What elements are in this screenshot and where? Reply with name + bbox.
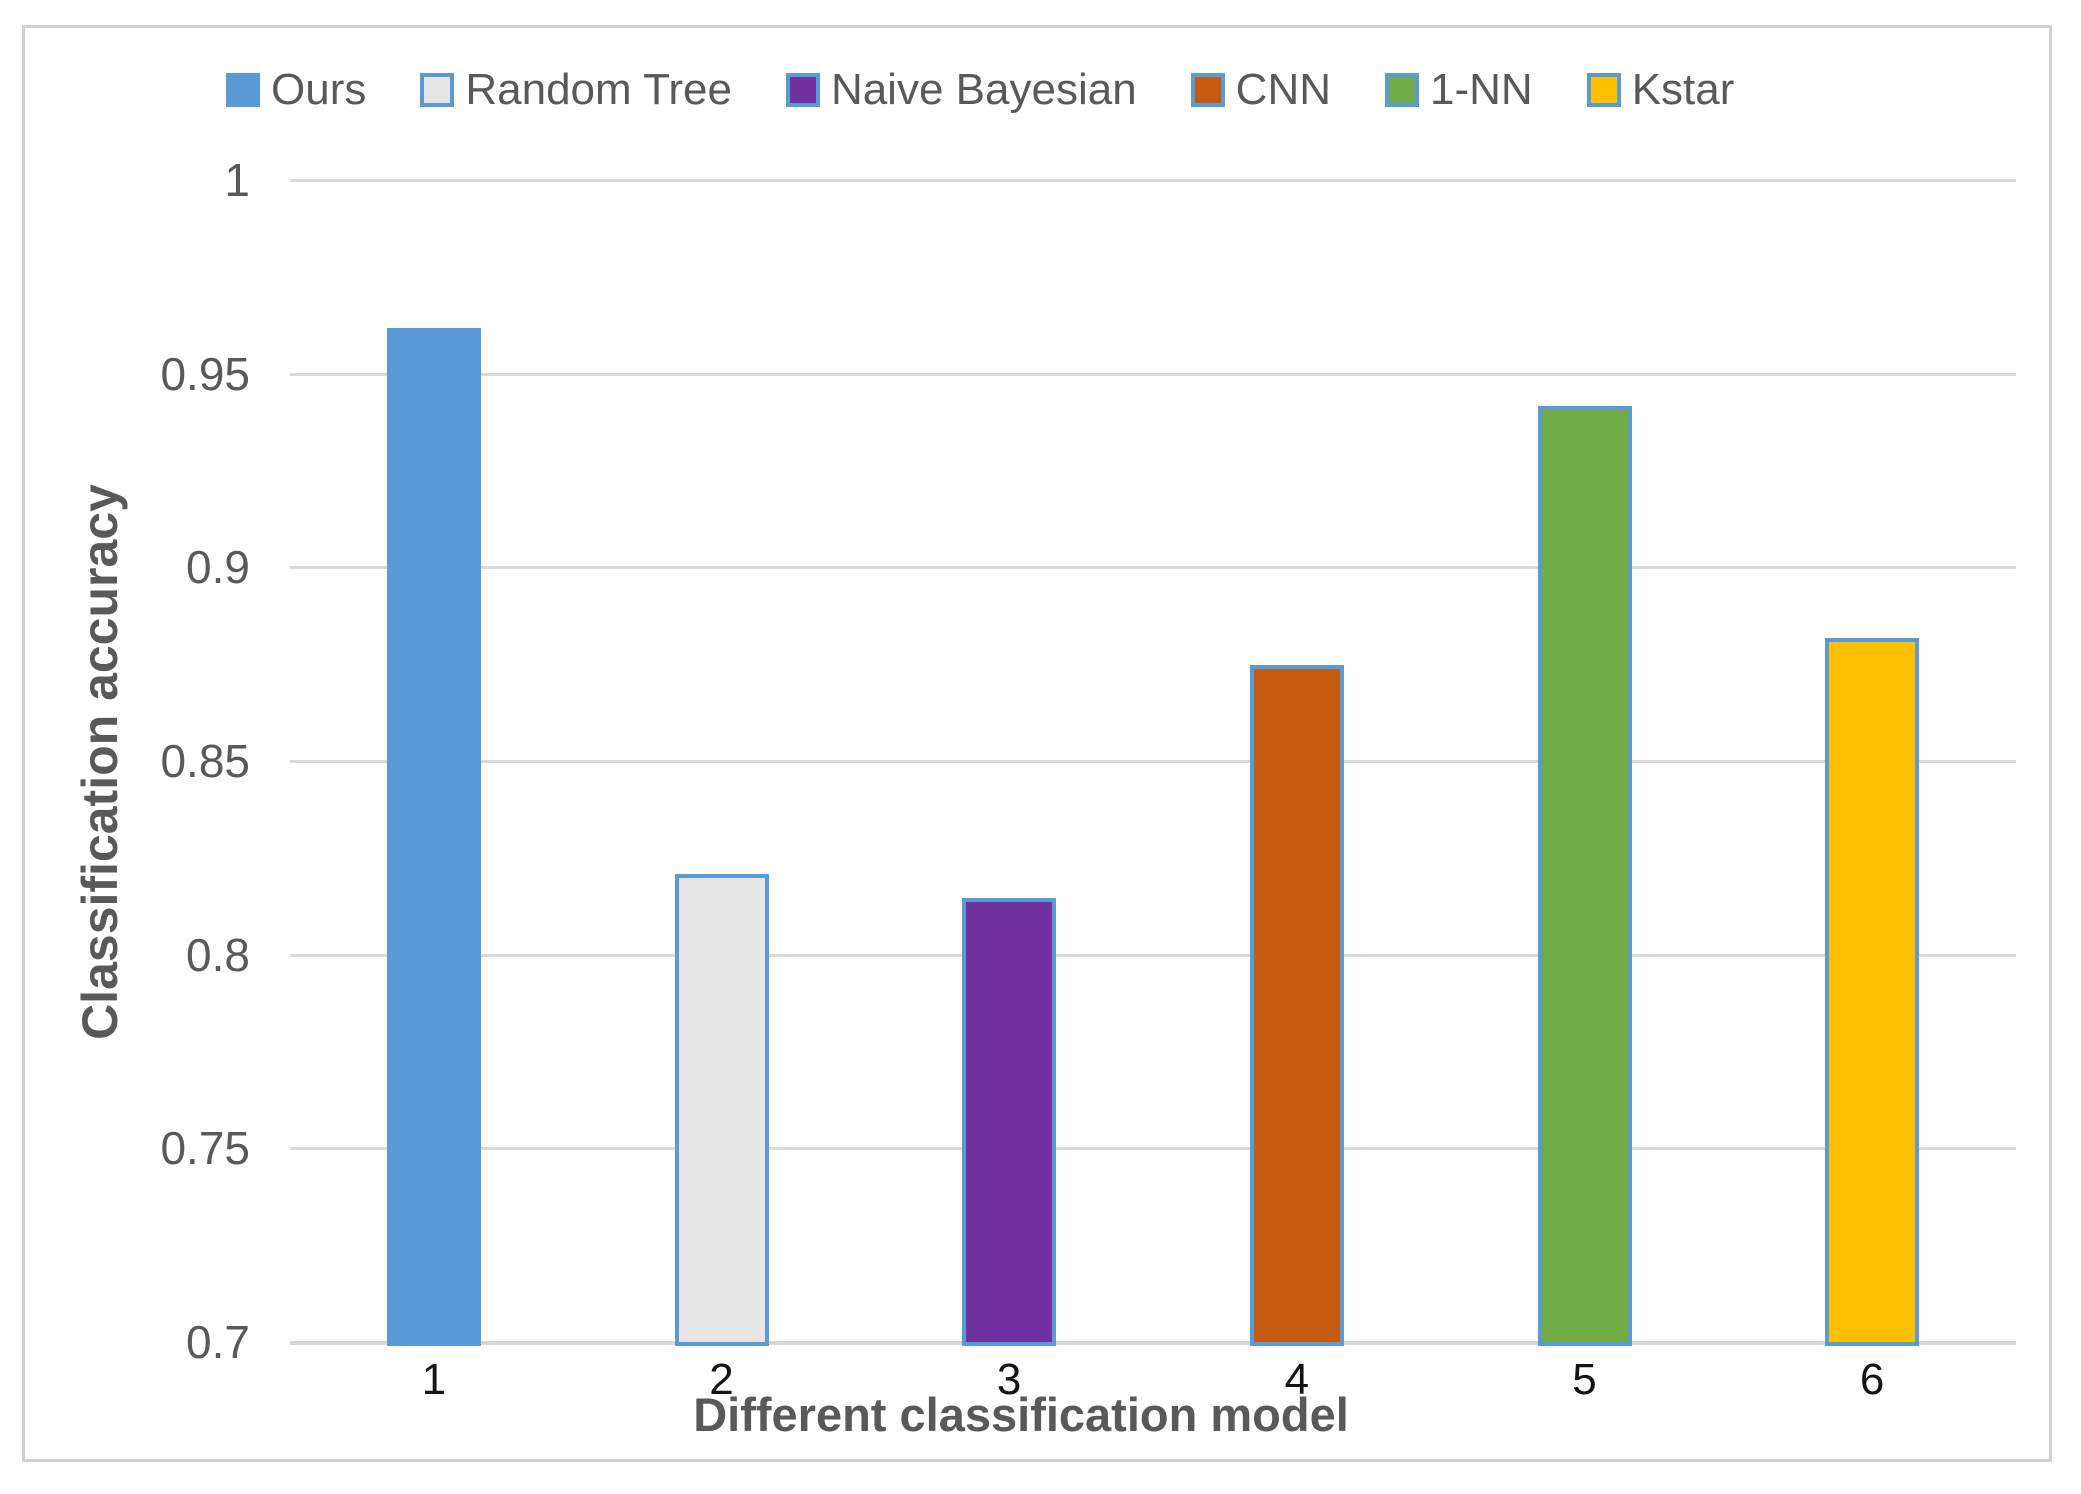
legend-swatch [420,73,455,107]
x-axis-title: Different classification model [693,1388,1349,1441]
legend-item-cnn: CNN [1190,65,1331,114]
bar-ours [386,328,481,1346]
gridline [290,953,2016,957]
legend-label: Random Tree [465,65,732,114]
y-tick-label: 0.9 [186,541,250,594]
chart-frame [22,25,2052,1462]
gridline [290,760,2016,763]
x-tick-label: 6 [1859,1355,1885,1404]
legend-item-kstar: Kstar [1586,65,1735,114]
legend-swatch [1385,73,1419,107]
legend-item-ours: Ours [226,68,366,112]
gridline [290,372,2016,376]
legend-item-random-tree: Random Tree [420,68,732,112]
x-axis-line [290,1341,2016,1345]
legend-label: Kstar [1631,65,1735,114]
x-tick-label: 4 [1284,1355,1310,1404]
legend-item-naive-bayesian: Naive Bayesian [785,65,1137,114]
bar-random-tree [674,874,769,1346]
y-tick-label: 0.8 [186,928,250,981]
gridline [290,1147,2016,1151]
legend-swatch [1190,73,1225,107]
legend-swatch [785,73,820,107]
legend-swatch [1586,73,1621,107]
legend-item-1-nn: 1-NN [1385,68,1533,112]
x-tick-label: 2 [709,1355,734,1404]
x-tick-label: 1 [421,1355,447,1404]
legend-label: CNN [1235,65,1331,114]
legend-label: 1-NN [1430,65,1533,114]
y-axis-title: Classification accuracy [72,484,128,1040]
gridline [290,566,2016,570]
bar-1-nn [1537,405,1632,1346]
legend-label: Ours [271,65,367,114]
bar-kstar [1825,638,1920,1346]
x-tick-label: 3 [996,1355,1022,1404]
y-tick-label: 0.95 [160,347,250,400]
y-tick-label: 0.85 [160,735,250,788]
chart-legend: Ours Random Tree Naive Bayesian CNN 1-NN Ksta… [226,68,1734,112]
bar-cnn [1249,665,1344,1346]
legend-label: Naive Bayesian [830,65,1137,114]
bar-naive-bayesian [962,897,1057,1346]
x-tick-label: 5 [1572,1355,1597,1404]
y-tick-label: 0.75 [160,1122,250,1175]
legend-swatch [226,73,260,107]
y-tick-label: 0.7 [186,1316,250,1369]
y-tick-label: 1 [224,154,250,207]
gridline [290,179,2016,182]
